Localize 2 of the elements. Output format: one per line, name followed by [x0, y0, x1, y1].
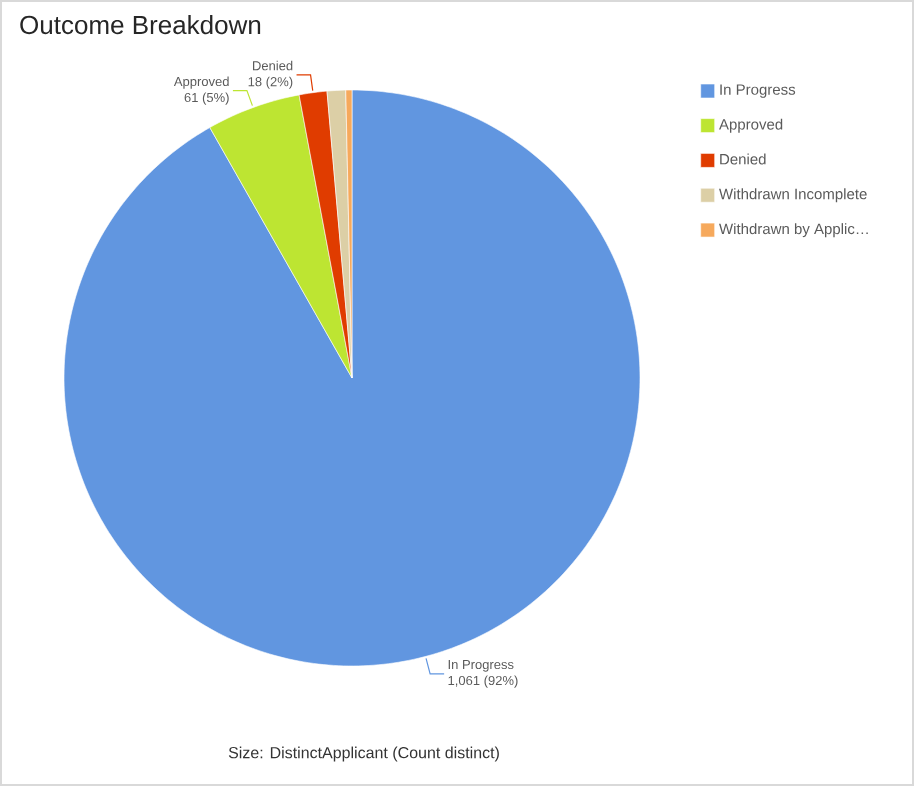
chart-title: Outcome Breakdown: [20, 15, 261, 35]
text: Size: DistinctApplicant (Count distinct): [228, 746, 499, 762]
